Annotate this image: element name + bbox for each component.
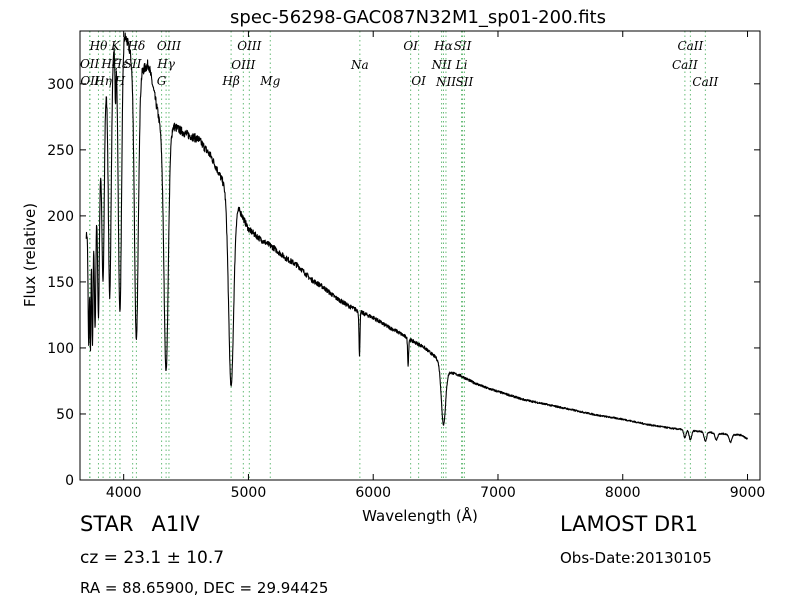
line-marker-label: Hη [93,74,112,88]
line-marker-label: OIII [237,39,261,53]
line-marker-label: OIII [231,58,255,72]
y-tick-label: 150 [47,275,74,291]
x-tick-label: 6000 [355,485,391,501]
spectrum-line [85,32,748,444]
line-marker-label: OII [80,74,100,88]
line-marker-label: OI [411,74,426,88]
ra-dec-coordinates: RA = 88.65900, DEC = 29.94425 [80,579,329,597]
line-marker-label: CaII [677,39,703,53]
redshift-cz: cz = 23.1 ± 10.7 [80,548,225,568]
x-axis-label: Wavelength (Å) [362,506,478,525]
y-tick-label: 300 [47,77,74,93]
x-tick-label: 4000 [106,485,142,501]
x-tick-label: 9000 [730,485,766,501]
y-tick-label: 250 [47,143,74,159]
line-marker-label: NII [431,58,452,72]
object-subclass: A1IV [151,512,200,536]
chart-title: spec-56298-GAC087N32M1_sp01-200.fits [230,7,606,28]
x-tick-label: 7000 [480,485,516,501]
line-marker-label: Hβ [221,74,239,88]
y-tick-label: 200 [47,209,74,225]
line-marker-label: OIII [157,39,181,53]
y-axis-label: Flux (relative) [21,203,39,307]
line-marker-label: K [110,39,121,53]
object-type: STAR [80,512,134,536]
line-marker-label: CaII [672,58,698,72]
line-marker-label: Na [350,58,369,72]
line-marker-label: SII [454,39,472,53]
line-marker-label: SII [124,57,142,71]
line-marker-label: SII [456,75,474,89]
line-marker-label: OI [403,39,418,53]
line-marker-label: Hθ [89,39,108,53]
x-tick-label: 5000 [231,485,267,501]
plot-frame [79,30,761,481]
observation-date: Obs-Date:20130105 [560,549,712,567]
y-tick-label: 0 [65,473,74,489]
y-axis-ticks: 0 50 100 150 200 250 300 [47,77,760,489]
line-marker-label: Hα [433,39,453,53]
y-tick-label: 100 [47,341,74,357]
line-marker-label: G [157,74,167,88]
object-classification: STAR A1IV [80,512,200,536]
x-tick-label: 8000 [605,485,641,501]
line-marker-label: Li [455,58,468,72]
y-tick-label: 50 [56,407,74,423]
line-markers: OIIOIIHθHηHζKHHεSIIHδGHγOIIIHβOIIIOIIIMg… [80,31,719,480]
line-marker-label: CaII [692,75,718,89]
survey-name: LAMOST DR1 [560,512,699,536]
line-marker-label: NII [435,75,456,89]
line-marker-label: Mg [259,74,280,88]
x-axis-ticks: 4000 5000 6000 7000 8000 9000 [106,31,765,501]
line-marker-label: Hδ [127,39,146,53]
line-marker-label: Hγ [156,57,175,71]
